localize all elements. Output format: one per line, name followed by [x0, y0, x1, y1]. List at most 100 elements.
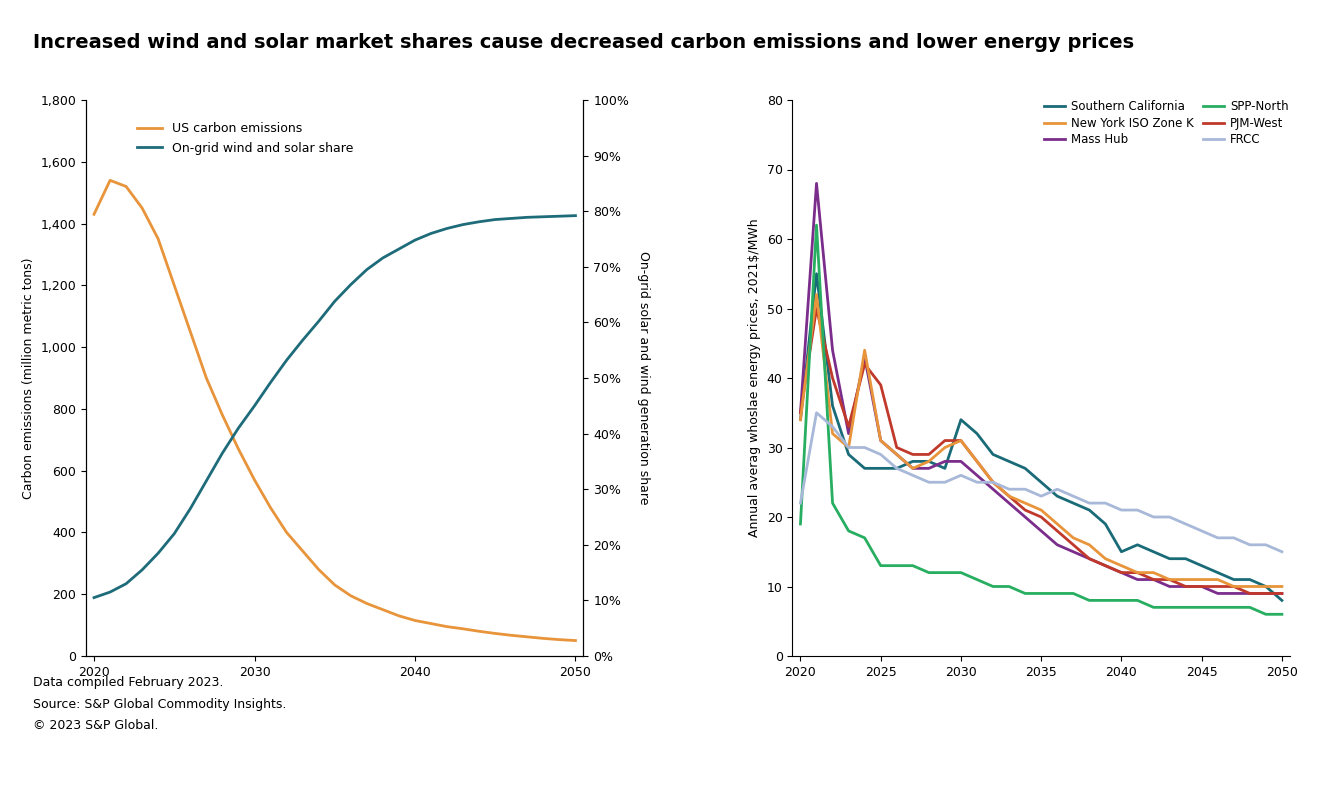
FRCC — [1274, 547, 1290, 557]
PJM-West — [824, 373, 840, 383]
SPP-North — [808, 220, 824, 230]
US carbon emissions — [439, 622, 455, 631]
Southern California — [1209, 568, 1225, 578]
On-grid wind and solar share — [262, 378, 278, 387]
US carbon emissions — [134, 203, 149, 213]
FRCC — [1081, 498, 1097, 508]
SPP-North — [1081, 596, 1097, 606]
PJM-West — [857, 359, 873, 369]
New York ISO Zone K — [1065, 533, 1081, 542]
On-grid wind and solar share — [134, 565, 149, 574]
Legend: Southern California, New York ISO Zone K, Mass Hub, SPP-North, PJM-West, FRCC: Southern California, New York ISO Zone K… — [1044, 100, 1289, 146]
PJM-West — [968, 457, 984, 466]
On-grid wind and solar share — [455, 220, 471, 230]
US carbon emissions — [246, 475, 262, 485]
US carbon emissions — [262, 503, 278, 513]
Southern California — [1226, 574, 1242, 584]
Mass Hub — [1065, 547, 1081, 557]
New York ISO Zone K — [1242, 582, 1258, 591]
Southern California — [1017, 463, 1033, 473]
PJM-West — [808, 304, 824, 314]
Mass Hub — [1177, 582, 1193, 591]
Line: New York ISO Zone K: New York ISO Zone K — [800, 294, 1282, 586]
US carbon emissions — [343, 591, 359, 601]
Mass Hub — [840, 429, 856, 438]
Southern California — [889, 463, 905, 473]
FRCC — [1114, 506, 1130, 515]
FRCC — [1226, 533, 1242, 542]
Southern California — [1098, 519, 1114, 529]
On-grid wind and solar share — [520, 213, 536, 222]
FRCC — [937, 478, 953, 487]
Southern California — [1033, 478, 1049, 487]
US carbon emissions — [151, 234, 167, 244]
On-grid wind and solar share — [214, 448, 230, 458]
SPP-North — [968, 574, 984, 584]
Mass Hub — [857, 352, 873, 362]
SPP-North — [1193, 602, 1209, 612]
SPP-North — [1049, 589, 1065, 598]
PJM-West — [1242, 589, 1258, 598]
Mass Hub — [937, 457, 953, 466]
PJM-West — [1274, 589, 1290, 598]
FRCC — [1002, 485, 1017, 494]
US carbon emissions — [359, 598, 374, 608]
FRCC — [1098, 498, 1114, 508]
PJM-West — [921, 450, 937, 459]
Mass Hub — [1193, 582, 1209, 591]
New York ISO Zone K — [1081, 540, 1097, 550]
New York ISO Zone K — [857, 346, 873, 355]
Text: Data compiled February 2023.: Data compiled February 2023. — [33, 676, 224, 689]
US carbon emissions — [423, 618, 439, 628]
FRCC — [792, 498, 808, 508]
On-grid wind and solar share — [327, 297, 343, 306]
Mass Hub — [792, 408, 808, 418]
On-grid wind and solar share — [295, 335, 311, 345]
PJM-West — [1193, 582, 1209, 591]
On-grid wind and solar share — [183, 504, 198, 514]
FRCC — [1065, 491, 1081, 501]
FRCC — [824, 422, 840, 431]
On-grid wind and solar share — [407, 235, 423, 245]
Mass Hub — [1162, 582, 1177, 591]
New York ISO Zone K — [808, 290, 824, 299]
New York ISO Zone K — [873, 436, 889, 446]
On-grid wind and solar share — [503, 214, 519, 223]
Southern California — [1274, 596, 1290, 606]
US carbon emissions — [487, 629, 503, 638]
Southern California — [1193, 561, 1209, 570]
New York ISO Zone K — [986, 478, 1002, 487]
SPP-North — [1274, 610, 1290, 619]
PJM-West — [840, 422, 856, 431]
Southern California — [1065, 498, 1081, 508]
Mass Hub — [1033, 526, 1049, 536]
Southern California — [1049, 491, 1065, 501]
Line: PJM-West: PJM-West — [800, 309, 1282, 594]
Line: FRCC: FRCC — [800, 413, 1282, 552]
Mass Hub — [986, 485, 1002, 494]
PJM-West — [1130, 568, 1146, 578]
Text: Source: S&P Global Commodity Insights.: Source: S&P Global Commodity Insights. — [33, 698, 287, 710]
New York ISO Zone K — [1193, 574, 1209, 584]
US carbon emissions — [102, 175, 118, 185]
PJM-West — [937, 436, 953, 446]
Mass Hub — [1209, 589, 1225, 598]
On-grid wind and solar share — [568, 211, 583, 221]
On-grid wind and solar share — [392, 244, 407, 254]
US carbon emissions — [167, 281, 183, 290]
Mass Hub — [1130, 574, 1146, 584]
New York ISO Zone K — [1017, 498, 1033, 508]
SPP-North — [1146, 602, 1162, 612]
Legend: US carbon emissions, On-grid wind and solar share: US carbon emissions, On-grid wind and so… — [132, 118, 359, 160]
Southern California — [937, 463, 953, 473]
PJM-West — [1146, 574, 1162, 584]
US carbon emissions — [295, 546, 311, 556]
US carbon emissions — [183, 327, 198, 337]
New York ISO Zone K — [905, 463, 921, 473]
SPP-North — [1242, 602, 1258, 612]
Line: Mass Hub: Mass Hub — [800, 183, 1282, 594]
Text: Increased wind and solar market shares cause decreased carbon emissions and lowe: Increased wind and solar market shares c… — [33, 33, 1134, 52]
New York ISO Zone K — [840, 442, 856, 452]
US carbon emissions — [198, 373, 214, 383]
FRCC — [1033, 491, 1049, 501]
